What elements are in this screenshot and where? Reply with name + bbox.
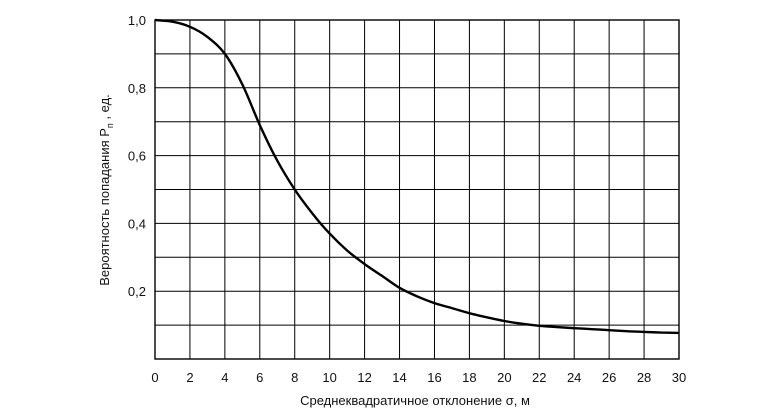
y-axis-title-main: Вероятность попадания P (97, 128, 112, 286)
x-tick-label: 22 (532, 370, 546, 385)
x-axis-title: Среднеквадратичное отклонение σ, м (300, 393, 530, 408)
x-tick-label: 24 (567, 370, 581, 385)
y-tick-label: 0,8 (128, 81, 146, 96)
plot-frame (154, 19, 680, 360)
x-tick-label: 0 (151, 370, 158, 385)
y-tick-label: 0,4 (128, 216, 146, 231)
y-axis-title-suffix: , ед. (97, 94, 112, 123)
grid (154, 19, 680, 360)
probability-curve (154, 18, 680, 335)
x-tick-label: 4 (221, 370, 228, 385)
x-tick-label: 18 (462, 370, 476, 385)
x-tick-label: 6 (256, 370, 263, 385)
x-tick-label: 16 (427, 370, 441, 385)
x-tick-labels: 0 2 4 6 8 10 12 14 16 18 20 22 24 26 28 30 (151, 370, 686, 385)
x-tick-label: 26 (602, 370, 616, 385)
x-tick-label: 20 (497, 370, 511, 385)
x-tick-label: 28 (637, 370, 651, 385)
y-tick-label: 0,6 (128, 149, 146, 164)
y-tick-labels: 0,2 0,4 0,6 0,8 1,0 (128, 13, 146, 299)
x-tick-label: 12 (357, 370, 371, 385)
x-tick-label: 30 (672, 370, 686, 385)
x-tick-label: 8 (291, 370, 298, 385)
y-axis-title-subscript: п (105, 123, 115, 128)
x-tick-label: 10 (322, 370, 336, 385)
y-tick-label: 1,0 (128, 13, 146, 28)
x-tick-label: 2 (186, 370, 193, 385)
x-tick-label: 14 (392, 370, 406, 385)
y-tick-label: 0,2 (128, 284, 146, 299)
y-axis-title: Вероятность попадания Pп , ед. (97, 94, 115, 286)
